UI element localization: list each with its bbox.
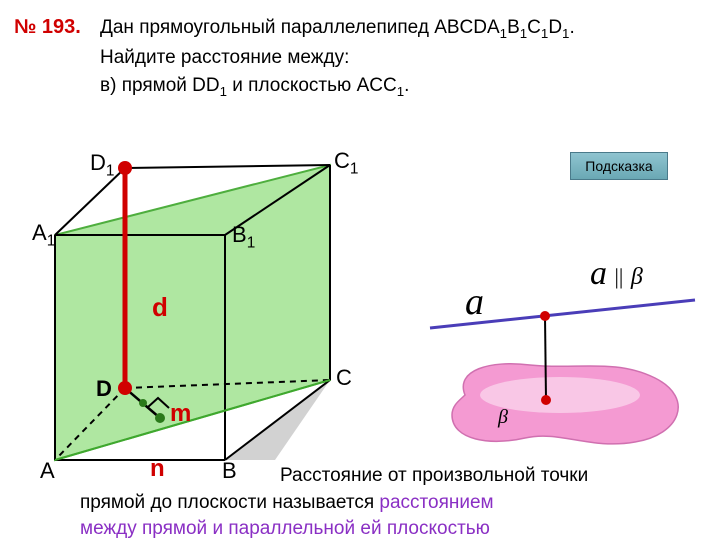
label-B1: B1 [232,222,255,252]
dot-foot [155,413,165,423]
footer-text: Расстояние от произвольной точки прямой … [250,463,720,543]
drop-bottom-dot [541,395,551,405]
label-n: n [150,455,165,483]
dot-d1 [118,161,132,175]
label-B: B [222,458,237,484]
label-a-parallel: a || β [590,255,643,293]
label-a: a [465,280,484,324]
dot-m-mid [139,399,147,407]
label-A1: A1 [32,220,55,250]
label-C1: C1 [334,148,358,178]
label-d: d [152,292,168,323]
drop-line [545,316,546,400]
label-D: D [96,376,112,402]
label-m: m [170,400,191,428]
edge-d1c1 [125,165,330,168]
label-beta-plane: β [498,406,508,429]
label-C: C [336,365,352,391]
label-D1: D1 [90,150,114,180]
dot-d [118,381,132,395]
label-A: A [40,458,55,484]
drop-top-dot [540,311,550,321]
